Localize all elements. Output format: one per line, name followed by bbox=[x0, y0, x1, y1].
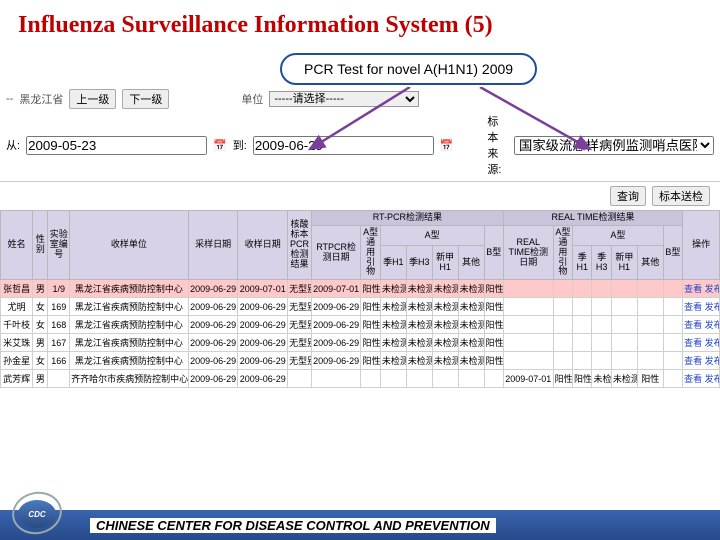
calendar-icon[interactable]: 📅 bbox=[213, 139, 227, 152]
table-row: 孙金星女166黑龙江省疾病预防控制中心2009-06-292009-06-29无… bbox=[1, 352, 720, 370]
date-from-input[interactable] bbox=[26, 136, 207, 155]
table-row: 米艾珠男167黑龙江省疾病预防控制中心2009-06-292009-06-29无… bbox=[1, 334, 720, 352]
callout-arrows bbox=[240, 87, 660, 155]
col-h1: 季H1 bbox=[573, 246, 592, 280]
row-actions[interactable]: 查看 发布 bbox=[683, 352, 720, 370]
from-label: 从: bbox=[6, 137, 20, 153]
row-actions[interactable]: 查看 发布 bbox=[683, 370, 720, 388]
col-a-generic: A型通用引物 bbox=[361, 225, 380, 279]
row-actions[interactable]: 查看 发布 bbox=[683, 334, 720, 352]
col-nucleic: 核酸标本PCR检测结果 bbox=[288, 211, 312, 280]
next-level-button[interactable]: 下一级 bbox=[122, 89, 169, 109]
col-rtpcr-date: RTPCR检测日期 bbox=[311, 225, 361, 279]
col-collect-unit: 收样单位 bbox=[70, 211, 189, 280]
slide-title: Influenza Surveillance Information Syste… bbox=[0, 0, 720, 47]
footer-text: CHINESE CENTER FOR DISEASE CONTROL AND P… bbox=[90, 518, 496, 533]
col-novel-h1: 新甲H1 bbox=[611, 246, 637, 280]
table-row: 张哲昌男1/9黑龙江省疾病预防控制中心2009-06-292009-07-01无… bbox=[1, 280, 720, 298]
table-row: 千叶枝女168黑龙江省疾病预防控制中心2009-06-292009-06-29无… bbox=[1, 316, 720, 334]
region-name[interactable]: 黑龙江省 bbox=[19, 91, 63, 107]
col-b-type: B型 bbox=[484, 225, 503, 279]
col-other: 其他 bbox=[458, 246, 484, 280]
cdc-logo: CDC bbox=[8, 488, 70, 536]
col-realtime-group: REAL TIME检测结果 bbox=[503, 211, 682, 226]
query-button[interactable]: 查询 bbox=[610, 186, 646, 206]
col-a-generic: A型通用引物 bbox=[553, 225, 572, 279]
col-rtpcr-group: RT-PCR检测结果 bbox=[311, 211, 503, 226]
col-h3: 季H3 bbox=[406, 246, 432, 280]
col-recv-date: 收样日期 bbox=[238, 211, 288, 280]
region-prefix: -- bbox=[6, 93, 13, 105]
col-name: 姓名 bbox=[1, 211, 33, 280]
col-labno: 实验室编号 bbox=[48, 211, 70, 280]
table-row: 武芳辉男齐齐哈尔市疾病预防控制中心2009-06-292009-06-29200… bbox=[1, 370, 720, 388]
col-h1: 季H1 bbox=[380, 246, 406, 280]
col-h3: 季H3 bbox=[592, 246, 611, 280]
col-a-type: A型 bbox=[380, 225, 484, 245]
row-actions[interactable]: 查看 发布 bbox=[683, 316, 720, 334]
row-actions[interactable]: 查看 发布 bbox=[683, 298, 720, 316]
col-real-date: REAL TIME检测日期 bbox=[503, 225, 553, 279]
callout-pcr-test: PCR Test for novel A(H1N1) 2009 bbox=[280, 53, 537, 85]
col-op: 操作 bbox=[683, 211, 720, 280]
col-sex: 性别 bbox=[33, 211, 48, 280]
up-level-button[interactable]: 上一级 bbox=[69, 89, 116, 109]
row-actions[interactable]: 查看 发布 bbox=[683, 280, 720, 298]
footer: CHINESE CENTER FOR DISEASE CONTROL AND P… bbox=[0, 510, 720, 540]
col-other: 其他 bbox=[637, 246, 663, 280]
send-specimen-button[interactable]: 标本送检 bbox=[652, 186, 710, 206]
col-novel-h1: 新甲H1 bbox=[432, 246, 458, 280]
col-b-type: B型 bbox=[663, 225, 682, 279]
results-table: 姓名 性别 实验室编号 收样单位 采样日期 收样日期 核酸标本PCR检测结果 R… bbox=[0, 210, 720, 388]
col-a-type: A型 bbox=[573, 225, 664, 245]
col-collect-date: 采样日期 bbox=[188, 211, 238, 280]
table-row: 尤明女169黑龙江省疾病预防控制中心2009-06-292009-06-29无型… bbox=[1, 298, 720, 316]
